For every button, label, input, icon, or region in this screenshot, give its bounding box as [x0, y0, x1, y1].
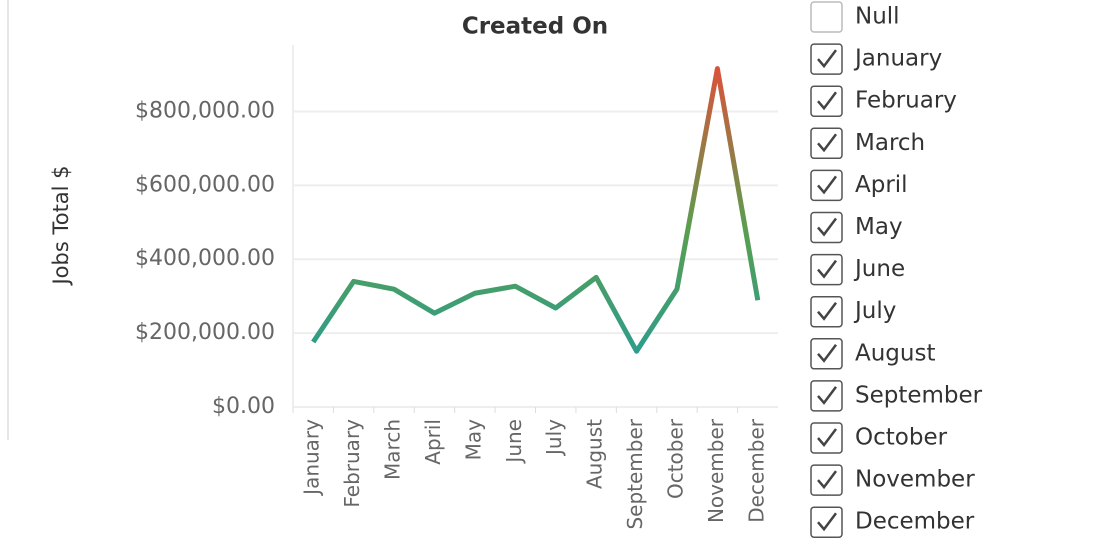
checkbox[interactable]	[810, 380, 843, 412]
checkmark	[817, 259, 837, 279]
filter-label[interactable]: May	[855, 214, 903, 240]
checkbox[interactable]	[810, 127, 843, 160]
filter-label[interactable]: January	[853, 46, 942, 72]
plot: $0.00 $200,000.00 $400,000.00 $600,000.00 $8…	[135, 45, 778, 530]
checkbox[interactable]	[810, 211, 843, 244]
checkbox[interactable]	[810, 253, 843, 286]
y-axis-label: Jobs Total $	[49, 165, 73, 286]
x-tick-label: January	[300, 419, 324, 497]
y-tick-label: $200,000.00	[135, 320, 275, 345]
filter-item[interactable]: Null	[810, 1, 900, 33]
filter-item[interactable]: September	[810, 380, 983, 412]
checkmark	[817, 386, 837, 405]
checkbox[interactable]	[810, 422, 843, 454]
x-tick-label: June	[502, 419, 526, 465]
filter-item[interactable]: March	[810, 127, 925, 160]
filter-label[interactable]: September	[855, 382, 983, 408]
checkmark	[817, 175, 837, 195]
checkmark	[817, 512, 837, 532]
filter-label[interactable]: March	[855, 130, 925, 156]
checkmark	[817, 428, 837, 447]
checkmark	[817, 344, 837, 363]
checkmark	[817, 301, 837, 321]
filter-label[interactable]: April	[855, 172, 908, 198]
filter-item[interactable]: November	[810, 464, 975, 496]
filter-item[interactable]: July	[810, 295, 896, 328]
filter-item[interactable]: June	[810, 253, 905, 286]
filter-item[interactable]: October	[810, 422, 948, 454]
checkbox[interactable]	[810, 338, 843, 370]
x-tick-label: February	[340, 419, 364, 508]
filter-label[interactable]: August	[855, 340, 936, 366]
filter-label[interactable]: February	[855, 88, 957, 114]
line	[311, 66, 761, 354]
checkbox[interactable]	[810, 295, 843, 328]
filter-item[interactable]: August	[810, 338, 936, 370]
x-tick-label: September	[623, 418, 647, 529]
y-tick-label: $600,000.00	[135, 172, 275, 197]
filter-item[interactable]: April	[810, 169, 908, 202]
filter-label[interactable]: October	[855, 425, 948, 451]
y-tick-label: $400,000.00	[135, 246, 275, 271]
checkmark	[817, 49, 837, 69]
filter-item[interactable]: February	[810, 85, 957, 117]
checkmark	[817, 91, 837, 111]
chart-title: Created On	[462, 14, 608, 40]
checkbox[interactable]	[810, 85, 843, 117]
filter-label[interactable]: December	[855, 509, 975, 535]
checkbox[interactable]	[810, 506, 843, 538]
filter-item[interactable]: May	[810, 211, 903, 244]
filter-label[interactable]: November	[855, 467, 975, 493]
filter-label[interactable]: Null	[855, 4, 900, 30]
filter-list: Null January February March April May June July…	[810, 1, 983, 538]
checkbox[interactable]	[810, 43, 843, 75]
checkbox[interactable]	[810, 1, 843, 33]
filter-label[interactable]: June	[853, 256, 905, 282]
checkmark	[817, 217, 837, 237]
checkmark	[817, 133, 837, 153]
x-tick-label: March	[381, 419, 405, 480]
filter-item[interactable]: January	[810, 43, 942, 75]
filter-item[interactable]: December	[810, 506, 975, 538]
x-tick-label: December	[744, 418, 768, 522]
x-tick-label: July	[542, 419, 566, 457]
x-tick-label: November	[704, 418, 728, 523]
y-tick-label: $800,000.00	[135, 98, 275, 123]
x-tick-label: October	[663, 418, 687, 499]
checkmark	[817, 470, 837, 490]
filter-label[interactable]: July	[853, 298, 896, 324]
checkbox[interactable]	[810, 169, 843, 202]
x-tick-label: August	[583, 419, 607, 489]
checkbox[interactable]	[810, 464, 843, 496]
y-tick-label: $0.00	[212, 394, 275, 419]
x-tick-label: April	[421, 419, 445, 465]
x-tick-label: May	[461, 419, 485, 461]
